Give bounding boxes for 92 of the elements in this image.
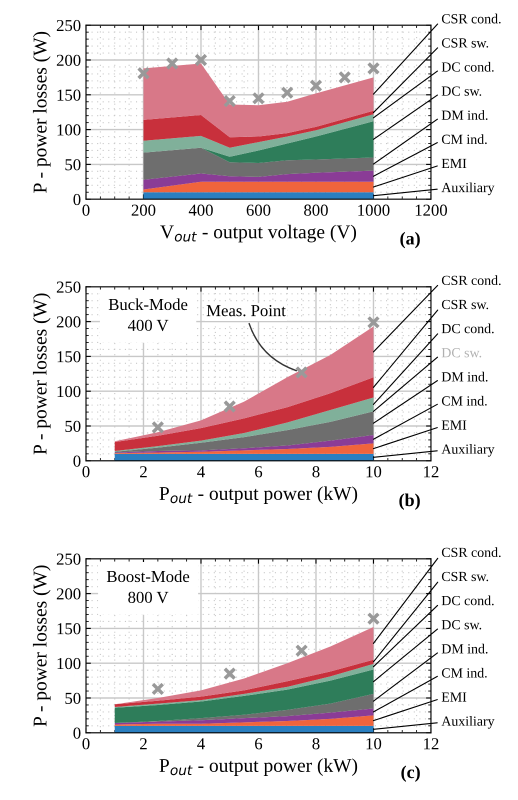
point (366, 316, 380, 329)
point (151, 420, 164, 434)
text: CSR cond. (442, 14, 501, 24)
y-tick-label: 150 (58, 623, 80, 634)
text: (c) (401, 766, 420, 782)
y-tick-label: 250 (56, 20, 80, 32)
point (366, 62, 380, 75)
x-tick-label: 0 (82, 738, 90, 750)
x-tick-label: 600 (246, 204, 270, 216)
y-tick-label: 100 (58, 124, 80, 136)
x-tick-label: 6 (255, 738, 262, 750)
text: DC cond. (442, 324, 494, 334)
x-tick-label: 8 (312, 466, 320, 478)
text: Auxiliary (441, 716, 494, 729)
text: DC sw. (442, 620, 482, 630)
x-tick-label: 0 (82, 466, 90, 478)
text: CM ind. (442, 668, 487, 678)
point (309, 79, 323, 92)
text: EMI (442, 692, 466, 702)
point (223, 400, 236, 414)
x-tick-label: 10 (366, 738, 382, 750)
text: DC cond. (442, 62, 494, 72)
text: CSR sw. (442, 300, 488, 310)
point (295, 366, 308, 380)
text: CM ind. (442, 134, 487, 144)
y-tick-label: 100 (58, 386, 80, 398)
y-tick-label: 200 (56, 316, 80, 328)
x-tick-label: 12 (424, 466, 438, 478)
x-tick-label: 200 (132, 204, 156, 216)
y-tick-label: 0 (73, 456, 80, 467)
y-tick-label: 250 (56, 282, 80, 293)
y-tick-label: 150 (58, 351, 80, 362)
y-tick-label: 50 (65, 159, 80, 170)
annotation: Buck-Mode 400 V (108, 298, 188, 332)
text: EMI (442, 158, 466, 168)
x-tick-label: 4 (197, 466, 205, 478)
y-tick-label: 100 (58, 658, 80, 670)
y-axis-title: P - power losses (W) (32, 293, 51, 454)
text: (b) (399, 494, 420, 510)
point (136, 66, 150, 80)
x-tick-label: 1200 (416, 204, 448, 216)
text: DM ind. (442, 372, 488, 382)
text: CSR sw. (442, 38, 488, 48)
y-tick-label: 200 (56, 54, 80, 66)
x-axis-title: P$_{out}$ - output power (kW) (159, 758, 358, 776)
point (223, 667, 236, 680)
x-tick-label: 4 (197, 738, 205, 750)
point (166, 56, 179, 70)
annotation: Boost-Mode 800 V (106, 570, 190, 604)
y-tick-label: 50 (65, 692, 80, 704)
text: Auxiliary (441, 444, 494, 457)
x-tick-label: 10 (366, 466, 382, 478)
text: EMI (442, 420, 466, 430)
y-tick-label: 250 (56, 554, 80, 565)
y-tick-label: 150 (58, 90, 80, 101)
y-axis-title: P - power losses (W) (32, 565, 51, 726)
y-tick-label: 50 (65, 420, 80, 432)
text: DM ind. (442, 644, 488, 654)
text: DC sw. (442, 86, 482, 96)
x-axis-title: V$_{out}$ - output voltage (V) (160, 224, 356, 242)
legend-label: DC sw. (442, 348, 482, 358)
x-tick-label: 800 (304, 204, 328, 216)
text: CSR cond. (442, 547, 501, 558)
y-axis-title: P - power losses (W) (32, 32, 51, 193)
point (151, 682, 164, 696)
point (366, 612, 380, 626)
point (194, 53, 208, 67)
point (223, 94, 236, 108)
x-tick-label: 400 (188, 204, 213, 216)
x-tick-label: 1000 (358, 204, 390, 216)
point (338, 70, 352, 84)
text: DM ind. (442, 110, 488, 120)
x-tick-label: 6 (255, 466, 262, 478)
point (252, 92, 266, 105)
x-axis-title: P$_{out}$ - output power (kW) (159, 486, 358, 504)
x-tick-label: 2 (140, 466, 147, 478)
point (295, 644, 308, 658)
y-tick-label: 0 (73, 728, 80, 739)
text: DC cond. (442, 596, 494, 606)
x-tick-label: 2 (140, 738, 147, 750)
y-tick-label: 0 (73, 194, 80, 206)
text: CSR cond. (442, 275, 501, 286)
x-tick-label: 0 (82, 204, 90, 216)
annotation: Meas. Point (206, 305, 286, 316)
text: CM ind. (442, 396, 487, 406)
x-tick-label: 8 (312, 738, 320, 750)
text: (a) (400, 232, 420, 248)
point (280, 86, 294, 100)
x-tick-label: 12 (424, 738, 438, 750)
text: Auxiliary (441, 182, 494, 196)
text: CSR sw. (442, 572, 488, 582)
y-tick-label: 200 (56, 588, 80, 600)
